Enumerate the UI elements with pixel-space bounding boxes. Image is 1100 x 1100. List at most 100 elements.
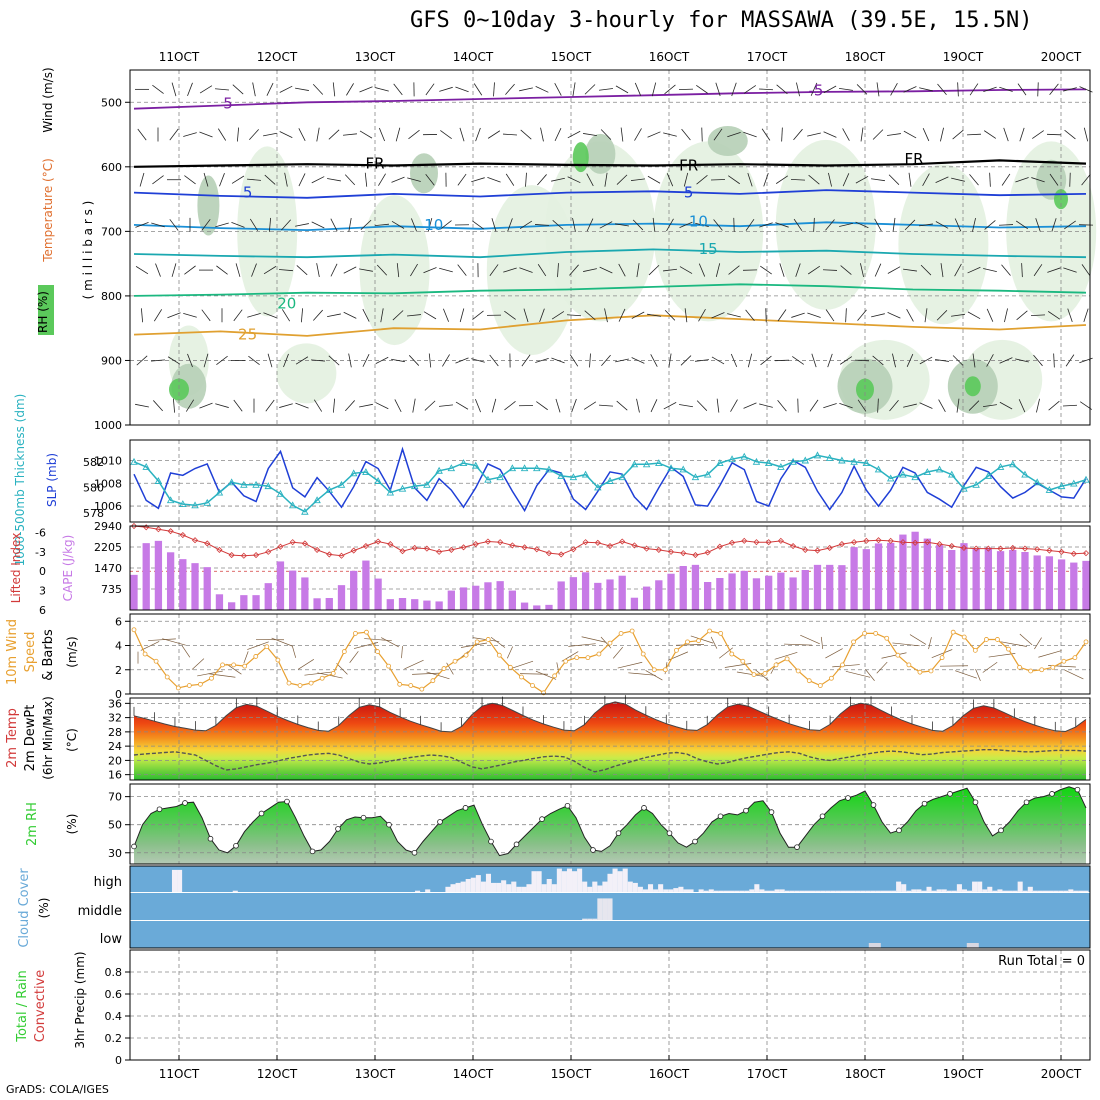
cloud-bar-middle xyxy=(582,918,588,920)
wind-barb xyxy=(636,263,640,278)
wind-barb xyxy=(666,218,674,232)
isotherm-label: FR xyxy=(679,157,698,175)
wind-barb xyxy=(1079,357,1093,364)
wind-barb xyxy=(713,128,723,141)
wind-barb xyxy=(854,359,870,362)
lifted-index-point xyxy=(399,548,406,555)
wind-barb xyxy=(392,310,404,321)
wind-barb xyxy=(1032,130,1044,139)
y-tick-label: 735 xyxy=(101,583,122,596)
wind-barb xyxy=(362,353,370,367)
wind-barb xyxy=(172,398,176,413)
wind-speed-point xyxy=(231,662,237,668)
thickness-point xyxy=(154,477,163,484)
wind-barb xyxy=(583,401,597,410)
wind-barb-10m xyxy=(784,643,812,646)
wind-barb xyxy=(151,222,165,228)
wind-barb xyxy=(919,223,933,227)
thickness-point xyxy=(777,462,785,470)
wind-barb-10m xyxy=(291,645,297,658)
wind-barb xyxy=(295,402,309,409)
wind-barb-10m xyxy=(710,636,718,649)
wind-barb xyxy=(263,266,277,275)
cloud-bar-high xyxy=(490,882,497,892)
wind-barb xyxy=(150,359,166,362)
cape-bar xyxy=(154,540,163,610)
cape-bar xyxy=(411,599,419,610)
wind-barb xyxy=(589,353,591,368)
cloud-bar-high xyxy=(1012,890,1018,892)
wind-barb xyxy=(171,263,177,277)
lifted-index-point xyxy=(704,549,711,556)
wind-barb xyxy=(663,268,677,272)
page-title: GFS 0~10day 3-hourly for MASSAWA (39.5E,… xyxy=(410,8,1033,33)
wind-barb-10m xyxy=(581,636,607,643)
wind-barb xyxy=(472,310,484,320)
cloud-bar-high xyxy=(566,868,573,892)
cape-bar xyxy=(1033,555,1041,610)
cape-bar xyxy=(777,572,785,610)
thickness-point xyxy=(581,470,590,478)
lifted-index-point xyxy=(179,531,186,539)
lifted-index-point xyxy=(448,546,455,553)
wind-barb xyxy=(860,263,864,278)
y-tick-label: 70 xyxy=(108,791,122,804)
cape-bar xyxy=(862,549,870,610)
wind-barb xyxy=(650,354,658,367)
wind-barb xyxy=(600,129,612,140)
wind-barb xyxy=(713,219,723,231)
thickness-point xyxy=(240,480,248,488)
cape-bar xyxy=(728,573,736,610)
cape-bar xyxy=(887,542,895,610)
wind-barb xyxy=(216,355,228,365)
cape-bar xyxy=(630,597,639,610)
thickness-point xyxy=(655,459,663,467)
wind-barb xyxy=(813,217,815,232)
rh-point xyxy=(488,838,494,845)
lifted-index-point xyxy=(545,550,553,557)
rh-point xyxy=(335,826,341,832)
cloud-bar-high xyxy=(602,881,608,892)
thickness-point xyxy=(313,496,321,504)
wind-barb xyxy=(264,174,276,185)
wind-speed-point xyxy=(884,635,890,641)
wind-barb-10m xyxy=(243,651,249,664)
wind-barb xyxy=(152,175,164,185)
thickness-point xyxy=(264,482,273,490)
thickness-point xyxy=(691,473,700,481)
wind-barb xyxy=(283,353,289,368)
wind-barb xyxy=(647,313,661,317)
wind-barb xyxy=(809,399,819,412)
wind-speed-point xyxy=(375,649,380,654)
wind-barb xyxy=(1001,173,1011,186)
wind-barb xyxy=(425,83,435,96)
lifted-index-point xyxy=(875,537,882,544)
cloud-bar-high xyxy=(799,890,805,892)
wind-barb xyxy=(652,217,656,232)
wind-barb-10m xyxy=(617,661,643,669)
thickness-point xyxy=(288,501,297,509)
wind-barb-10m xyxy=(865,669,875,681)
wind-barb xyxy=(136,355,148,366)
wind-barb xyxy=(823,85,837,94)
wind-speed-point xyxy=(1083,639,1089,645)
wind-barb xyxy=(969,174,979,186)
lifted-index-point xyxy=(997,545,1004,552)
wind-barb xyxy=(203,353,209,368)
wind-barb xyxy=(311,176,325,184)
cloud-bar-high xyxy=(1048,890,1054,892)
wind-barb xyxy=(938,399,946,412)
y-axis-title: ( m i l l i b a r s ) xyxy=(81,201,95,300)
cloud-bar-high xyxy=(784,890,790,892)
wind-speed-point xyxy=(364,629,369,635)
x-tick-label-top: 11OCT xyxy=(159,50,200,64)
cape-bar xyxy=(1045,556,1054,610)
rh-point xyxy=(1023,799,1030,806)
cloud-bar-high xyxy=(642,889,648,892)
lifted-index-point xyxy=(655,546,662,553)
wind-barb xyxy=(394,399,402,413)
wind-barb xyxy=(423,311,437,320)
lifted-index-point xyxy=(802,546,809,553)
wind-barb xyxy=(887,266,901,274)
rh-point xyxy=(921,800,928,807)
